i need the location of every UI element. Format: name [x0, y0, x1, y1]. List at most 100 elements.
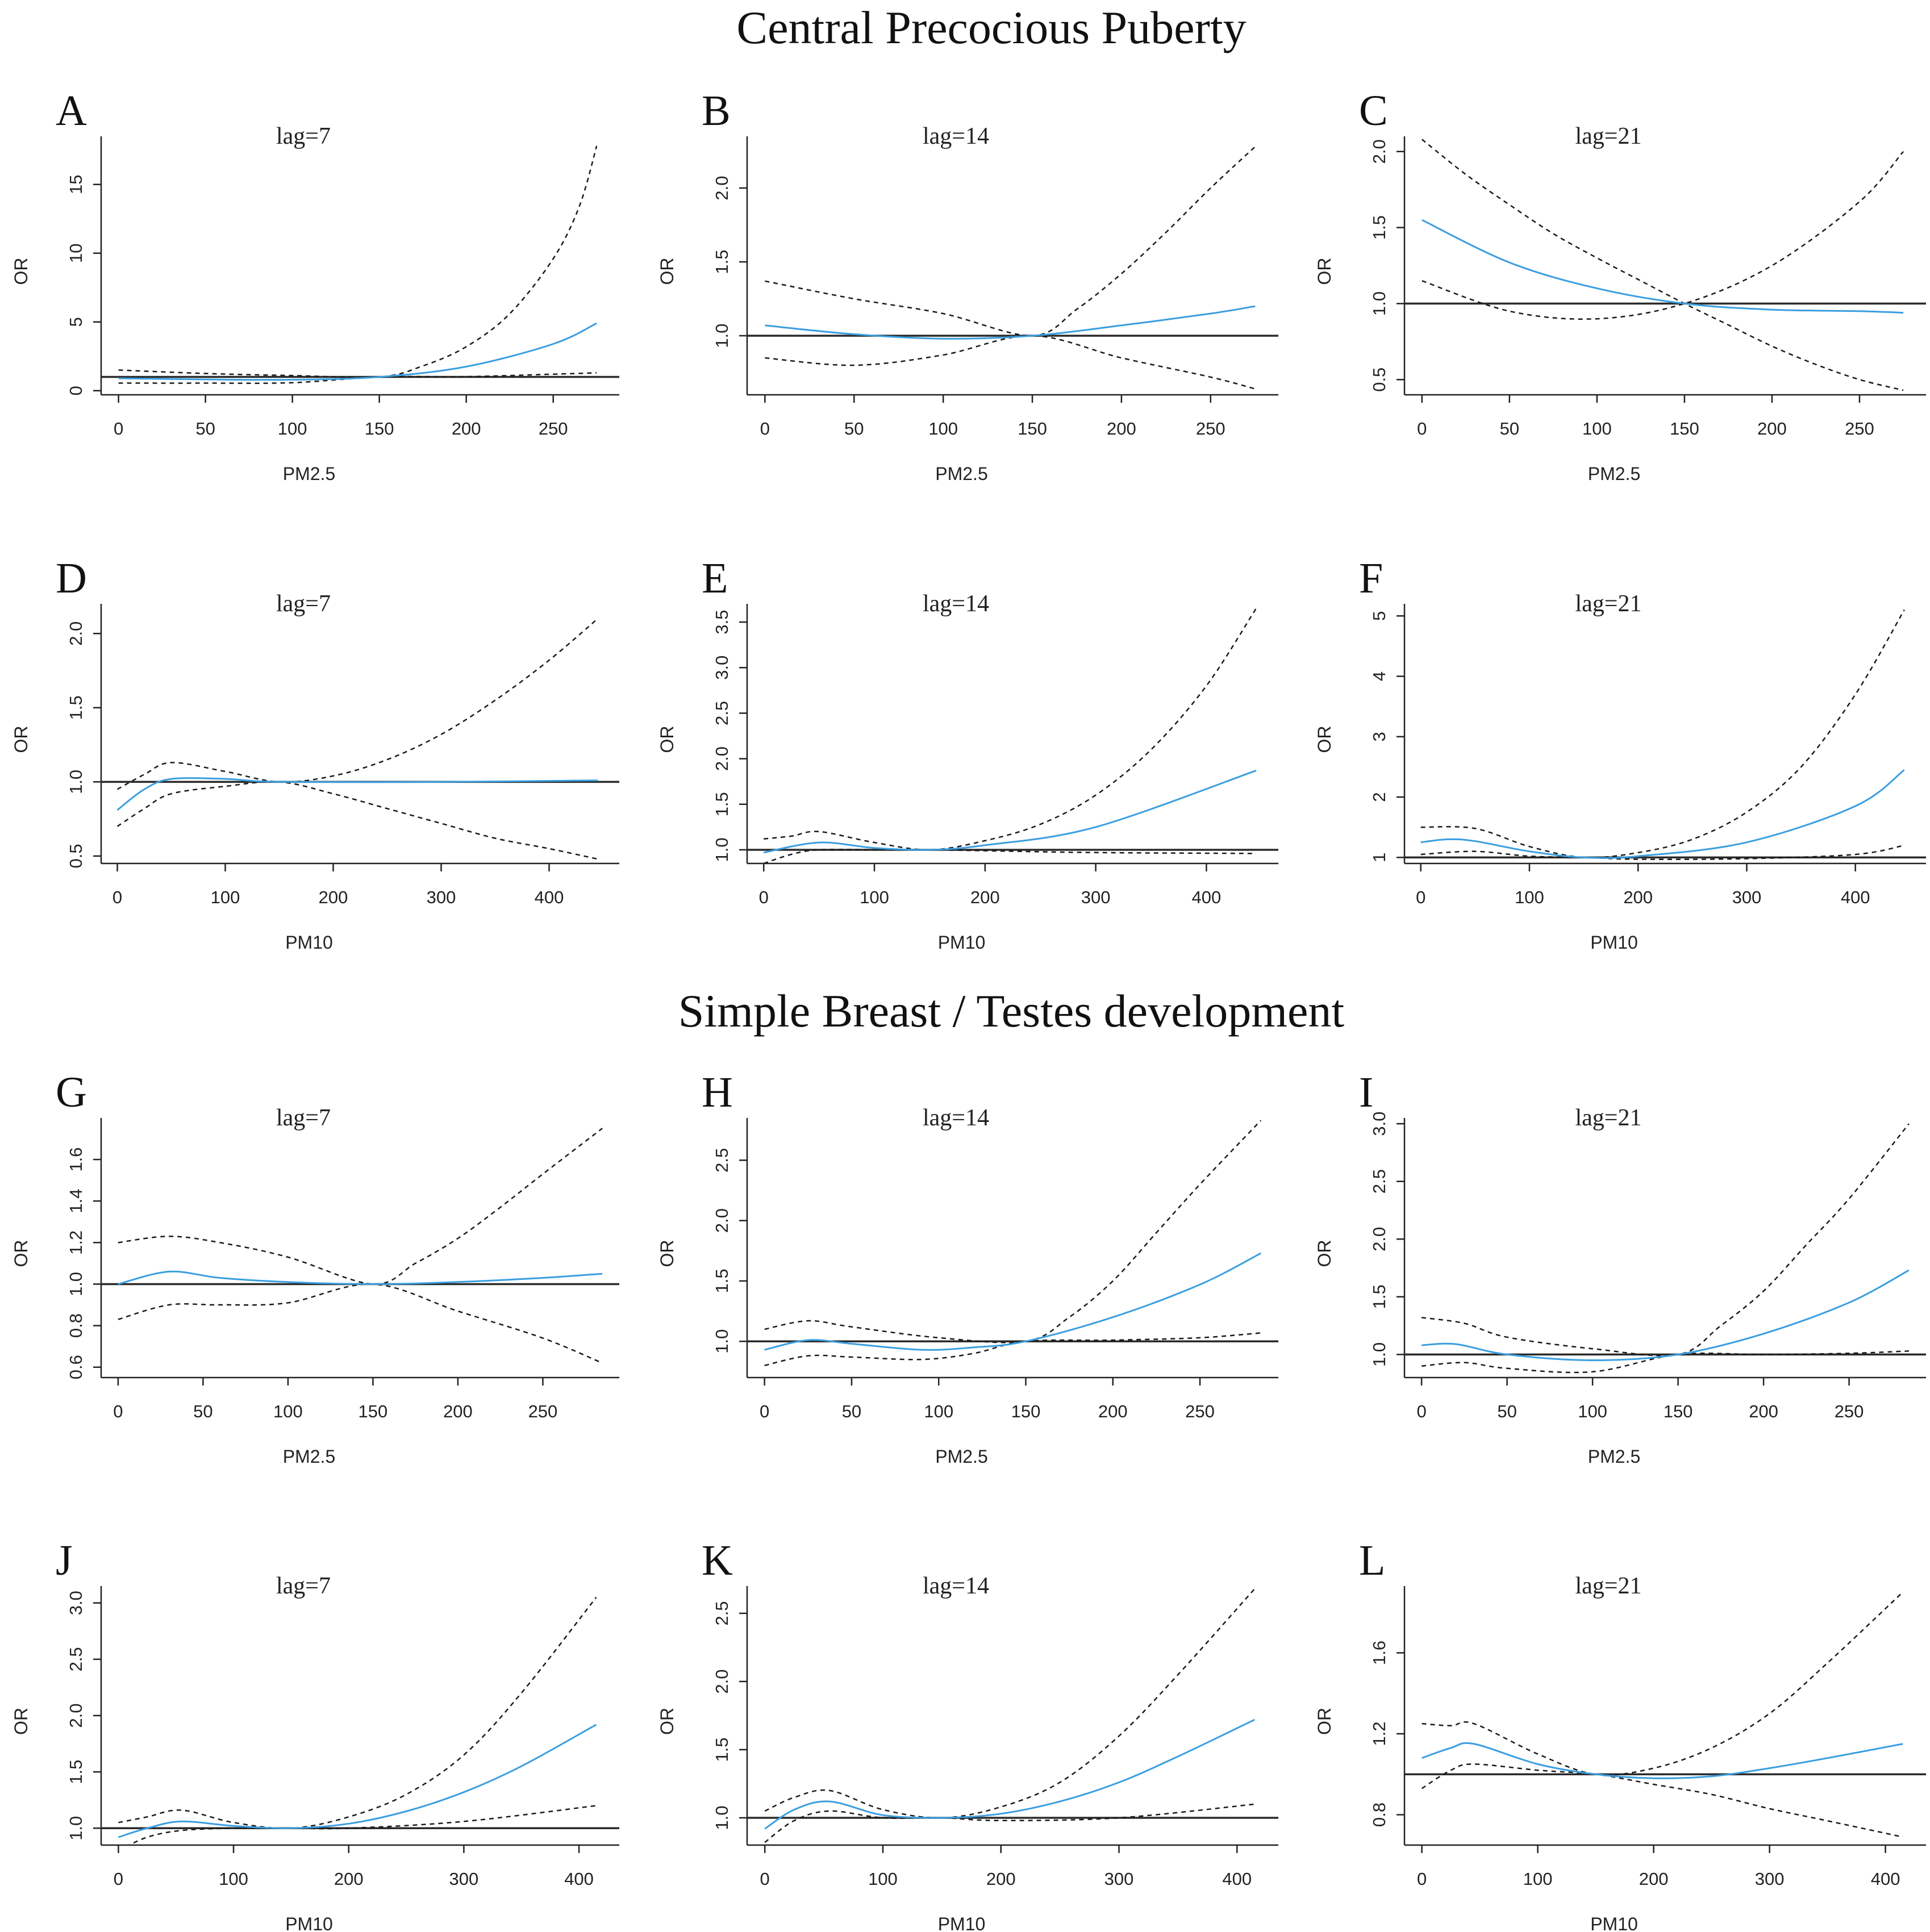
- lower-ci-line: [764, 1803, 1255, 1843]
- y-tick-label: 1.5: [66, 1760, 86, 1784]
- x-tick-label: 200: [1749, 1401, 1778, 1421]
- x-tick-label: 150: [1664, 1401, 1693, 1421]
- panel-letter: G: [56, 1069, 87, 1116]
- x-tick-label: 0: [112, 887, 122, 907]
- x-axis-label: PM10: [285, 932, 333, 953]
- x-tick-label: 300: [449, 1869, 479, 1889]
- y-tick-label: 15: [66, 174, 86, 194]
- x-tick-label: 200: [443, 1401, 473, 1421]
- lower-ci-line: [763, 849, 1257, 863]
- x-axis-label: PM2.5: [1588, 1446, 1640, 1467]
- x-tick-label: 200: [1107, 419, 1136, 439]
- lag-label: lag=21: [1575, 123, 1642, 149]
- upper-ci-line: [1420, 609, 1905, 858]
- y-tick-label: 10: [66, 243, 86, 262]
- x-tick-label: 50: [842, 1401, 861, 1421]
- y-tick-label: 1.0: [712, 323, 732, 348]
- or-estimate-line: [1420, 769, 1905, 859]
- y-tick-label: 1.0: [712, 1329, 732, 1354]
- section-title-cpp: Central Precocious Puberty: [736, 2, 1246, 53]
- lag-label: lag=7: [276, 1105, 331, 1131]
- or-estimate-line: [1422, 1742, 1903, 1780]
- x-tick-label: 400: [564, 1869, 594, 1889]
- upper-ci-line: [116, 618, 598, 790]
- y-tick-label: 3.0: [1369, 1112, 1389, 1136]
- x-tick-label: 200: [986, 1869, 1016, 1889]
- y-tick-label: 1.0: [712, 837, 732, 862]
- x-axis-label: PM10: [938, 1914, 986, 1932]
- panel-letter: J: [56, 1537, 73, 1584]
- x-tick-label: 100: [860, 887, 889, 907]
- x-axis-label: PM2.5: [935, 1446, 987, 1467]
- y-tick-label: 2.5: [712, 1148, 732, 1172]
- x-tick-label: 300: [1755, 1869, 1785, 1889]
- y-tick-label: 1.5: [66, 695, 86, 720]
- x-tick-label: 100: [219, 1869, 248, 1889]
- y-tick-label: 2.5: [1369, 1169, 1389, 1194]
- panel-letter: L: [1359, 1537, 1385, 1584]
- y-tick-label: 1.0: [712, 1805, 732, 1830]
- x-tick-label: 0: [1416, 1401, 1426, 1421]
- x-tick-label: 0: [114, 1869, 123, 1889]
- upper-ci-line: [1422, 139, 1904, 391]
- y-tick-label: 1: [1369, 853, 1389, 862]
- upper-ci-line: [1422, 1591, 1904, 1776]
- panel-letter: A: [56, 87, 87, 135]
- panel-letter: F: [1359, 554, 1383, 602]
- y-tick-label: 1.0: [66, 770, 86, 794]
- lag-label: lag=14: [923, 1573, 989, 1599]
- x-tick-label: 50: [1500, 419, 1519, 439]
- x-axis-label: PM2.5: [283, 1446, 335, 1467]
- x-tick-label: 400: [1192, 887, 1222, 907]
- x-tick-label: 250: [1835, 1401, 1864, 1421]
- y-tick-label: 1.5: [712, 792, 732, 816]
- y-axis-label: OR: [11, 258, 31, 285]
- x-tick-label: 150: [1670, 419, 1699, 439]
- lower-ci-line: [765, 335, 1256, 390]
- lag-label: lag=14: [923, 123, 989, 149]
- panel-letter: D: [56, 554, 87, 602]
- x-tick-label: 100: [273, 1401, 303, 1421]
- y-tick-label: 2.0: [712, 1669, 732, 1693]
- y-axis-label: OR: [657, 1240, 677, 1267]
- x-tick-label: 150: [365, 419, 394, 439]
- or-estimate-line: [1422, 219, 1904, 314]
- x-axis-label: PM10: [1590, 932, 1638, 953]
- lower-ci-line: [1420, 844, 1905, 861]
- x-tick-label: 0: [1417, 1869, 1427, 1889]
- x-tick-label: 0: [760, 1869, 770, 1889]
- y-axis-label: OR: [1314, 1708, 1335, 1735]
- x-tick-label: 250: [1845, 419, 1874, 439]
- or-estimate-line: [763, 769, 1257, 854]
- y-axis-label: OR: [1314, 258, 1335, 285]
- y-tick-label: 0.8: [1369, 1802, 1389, 1827]
- panel-letter: I: [1359, 1069, 1373, 1116]
- upper-ci-line: [764, 1120, 1262, 1343]
- y-tick-label: 2.0: [712, 176, 732, 200]
- x-tick-label: 100: [211, 887, 240, 907]
- lower-ci-line: [1422, 1350, 1909, 1374]
- y-tick-label: 5: [1369, 611, 1389, 621]
- x-tick-label: 200: [1757, 419, 1787, 439]
- x-tick-label: 150: [1011, 1401, 1041, 1421]
- x-tick-label: 200: [334, 1869, 364, 1889]
- x-tick-label: 100: [278, 419, 307, 439]
- panel-letter: B: [702, 87, 731, 135]
- y-tick-label: 1.5: [712, 249, 732, 274]
- y-tick-label: 1.2: [1369, 1722, 1389, 1746]
- y-tick-label: 2.0: [712, 1208, 732, 1233]
- x-tick-label: 200: [970, 887, 1000, 907]
- x-axis-label: PM10: [938, 932, 986, 953]
- x-tick-label: 150: [1018, 419, 1047, 439]
- y-tick-label: 2.0: [66, 621, 86, 646]
- x-tick-label: 100: [1515, 887, 1544, 907]
- x-axis-label: PM10: [285, 1914, 333, 1932]
- x-tick-label: 400: [535, 887, 564, 907]
